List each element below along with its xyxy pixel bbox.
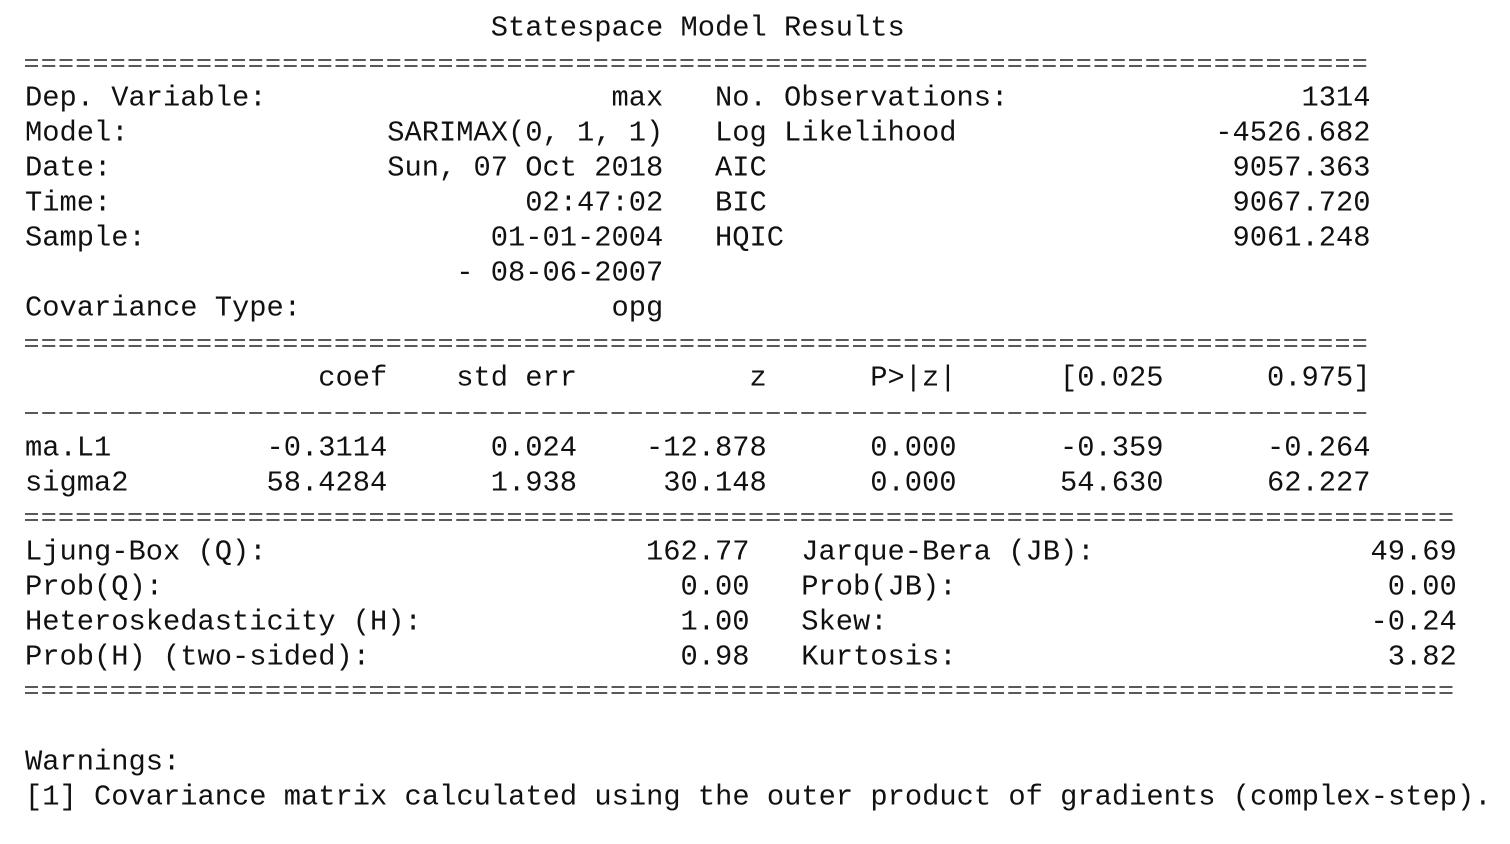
- coef-cell: -0.3114: [266, 432, 387, 465]
- info-cell: SARIMAX(0, 1, 1): [387, 117, 663, 150]
- diag-cell: Prob(Q):: [25, 571, 163, 604]
- coef-cell: 0.000: [870, 432, 956, 465]
- coef-header-cell: std err: [456, 362, 577, 395]
- diag-cell: Jarque-Bera (JB):: [801, 536, 1094, 569]
- warning-item: [1] Covariance matrix calculated using t…: [25, 781, 1492, 814]
- coef-header-cell: z: [749, 362, 766, 395]
- coef-header-cell: coef: [318, 362, 387, 395]
- diag-cell: 0.00: [680, 571, 749, 604]
- info-cell: Log Likelihood: [715, 117, 957, 150]
- coef-cell: ma.L1: [25, 432, 111, 465]
- diag-cell: Prob(H) (two-sided):: [25, 641, 370, 674]
- diag-cell: 3.82: [1388, 641, 1457, 674]
- info-cell: Time:: [25, 187, 111, 220]
- coef-cell: -12.878: [646, 432, 767, 465]
- title: Statespace Model Results: [491, 12, 905, 45]
- info-cell: 9057.363: [1232, 152, 1370, 185]
- info-cell: 9061.248: [1232, 222, 1370, 255]
- coef-header-cell: 0.975]: [1267, 362, 1371, 395]
- info-cell: AIC: [715, 152, 767, 185]
- diag-cell: 162.77: [646, 536, 750, 569]
- diag-cell: Kurtosis:: [801, 641, 956, 674]
- info-cell: 01-01-2004: [491, 222, 664, 255]
- info-cell: - 08-06-2007: [456, 257, 663, 290]
- diag-cell: -0.24: [1370, 606, 1456, 639]
- info-cell: Model:: [25, 117, 129, 150]
- diag-cell: Ljung-Box (Q):: [25, 536, 267, 569]
- coef-cell: 1.938: [491, 467, 577, 500]
- coef-cell: 62.227: [1267, 467, 1371, 500]
- info-cell: Covariance Type:: [25, 292, 301, 325]
- info-cell: Sample:: [25, 222, 146, 255]
- info-cell: BIC: [715, 187, 767, 220]
- coef-header-cell: P>|z|: [870, 362, 956, 395]
- diag-cell: Prob(JB):: [801, 571, 956, 604]
- info-cell: -4526.682: [1215, 117, 1370, 150]
- coef-cell: -0.359: [1060, 432, 1164, 465]
- diag-cell: 0.98: [680, 641, 749, 674]
- diag-cell: 0.00: [1388, 571, 1457, 604]
- info-cell: Sun, 07 Oct 2018: [387, 152, 663, 185]
- coef-cell: 0.024: [491, 432, 577, 465]
- info-cell: 9067.720: [1232, 187, 1370, 220]
- coef-cell: 30.148: [663, 467, 767, 500]
- coef-cell: 54.630: [1060, 467, 1164, 500]
- coef-cell: -0.264: [1267, 432, 1371, 465]
- diag-cell: 49.69: [1370, 536, 1456, 569]
- info-cell: max: [611, 82, 663, 115]
- info-cell: Date:: [25, 152, 111, 185]
- coef-cell: 58.4284: [266, 467, 387, 500]
- info-cell: Dep. Variable:: [25, 82, 267, 115]
- coef-cell: 0.000: [870, 467, 956, 500]
- coef-cell: sigma2: [25, 467, 129, 500]
- info-cell: 1314: [1301, 82, 1370, 115]
- diag-cell: Skew:: [801, 606, 887, 639]
- info-cell: opg: [611, 292, 663, 325]
- diag-cell: 1.00: [680, 606, 749, 639]
- coef-header-cell: [0.025: [1060, 362, 1164, 395]
- info-cell: No. Observations:: [715, 82, 1008, 115]
- warnings-title: Warnings:: [25, 746, 180, 779]
- info-cell: HQIC: [715, 222, 784, 255]
- diag-cell: Heteroskedasticity (H):: [25, 606, 422, 639]
- info-cell: 02:47:02: [525, 187, 663, 220]
